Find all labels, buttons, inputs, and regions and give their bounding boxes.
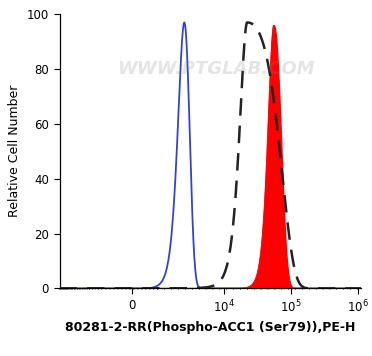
X-axis label: 80281-2-RR(Phospho-ACC1 (Ser79)),PE-H: 80281-2-RR(Phospho-ACC1 (Ser79)),PE-H xyxy=(65,321,355,334)
Text: WWW.PTGLAB.COM: WWW.PTGLAB.COM xyxy=(118,60,315,78)
Y-axis label: Relative Cell Number: Relative Cell Number xyxy=(8,85,21,218)
